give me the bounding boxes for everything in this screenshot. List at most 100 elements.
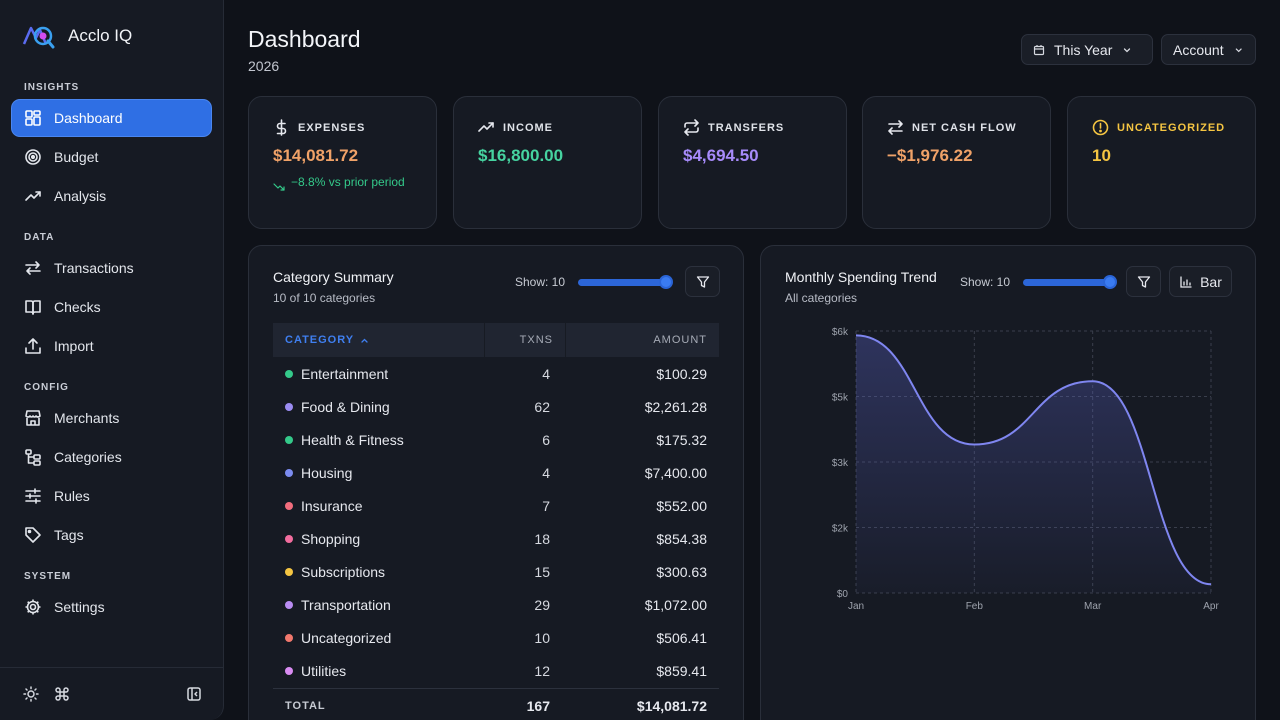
store-icon: [25, 410, 41, 426]
row-txns: 15: [534, 563, 550, 580]
command-icon[interactable]: [54, 686, 70, 702]
table-row[interactable]: Uncategorized 10 $506.41: [273, 621, 719, 654]
sidebar-item-merchants[interactable]: Merchants: [12, 400, 211, 436]
y-tick-label: $6k: [832, 327, 849, 338]
row-txns: 29: [534, 596, 550, 613]
sidebar: Acclo IQ INSIGHTS Dashboard Budget Analy…: [0, 0, 224, 720]
chart-type-button[interactable]: Bar: [1169, 266, 1232, 297]
row-category: Shopping: [273, 531, 485, 547]
row-txns: 7: [542, 497, 550, 514]
sidebar-item-label: Budget: [54, 149, 99, 165]
dollar-icon: [276, 119, 287, 136]
row-category: Food & Dining: [273, 399, 485, 415]
y-tick-label: $5k: [832, 393, 849, 404]
sun-icon[interactable]: [23, 686, 39, 702]
table-row[interactable]: Food & Dining 62 $2,261.28: [273, 390, 719, 423]
slider-thumb[interactable]: [659, 275, 673, 289]
table-row[interactable]: Shopping 18 $854.38: [273, 522, 719, 555]
sidebar-item-tags[interactable]: Tags: [12, 517, 211, 553]
sidebar-item-label: Import: [54, 338, 94, 354]
row-amount: $854.38: [656, 530, 707, 547]
row-txns: 4: [542, 464, 550, 481]
sidebar-item-checks[interactable]: Checks: [12, 289, 211, 325]
column-header-amount[interactable]: AMOUNT: [653, 334, 707, 346]
table-body: Entertainment 4 $100.29 Food & Dining 62 $2,2…: [273, 357, 719, 687]
x-tick-label: Jan: [848, 601, 864, 612]
sidebar-item-transactions[interactable]: Transactions: [12, 250, 211, 286]
sidebar-item-label: Checks: [54, 299, 101, 315]
table-row[interactable]: Housing 4 $7,400.00: [273, 456, 719, 489]
upload-icon: [25, 338, 41, 354]
table-row[interactable]: Utilities 12 $859.41: [273, 654, 719, 687]
grid-icon: [25, 110, 41, 126]
stat-value: $4,694.50: [683, 146, 759, 165]
sidebar-item-categories[interactable]: Categories: [12, 439, 211, 475]
table-row[interactable]: Entertainment 4 $100.29: [273, 357, 719, 390]
row-amount: $7,400.00: [644, 464, 707, 481]
filter-icon: [696, 275, 709, 288]
chevron-down-icon: [1235, 47, 1242, 52]
panel-title: Monthly Spending Trend: [785, 269, 937, 285]
sidebar-item-import[interactable]: Import: [12, 328, 211, 364]
category-color-dot: [285, 600, 293, 609]
category-table: CATEGORY TXNS AMOUNT Entertainment 4 $100.…: [273, 323, 719, 720]
row-category: Insurance: [273, 498, 485, 514]
table-row[interactable]: Insurance 7 $552.00: [273, 489, 719, 522]
category-color-dot: [285, 369, 293, 378]
brand[interactable]: Acclo IQ: [22, 22, 132, 50]
nav-section-data: DATA: [24, 232, 55, 243]
period-select[interactable]: This Year: [1021, 34, 1153, 65]
panel-title: Category Summary: [273, 269, 394, 285]
table-row[interactable]: Health & Fitness 6 $175.32: [273, 423, 719, 456]
category-color-dot: [285, 633, 293, 642]
spending-trend-chart: $0 $2k $3k $5k $6k Jan Feb Mar Apr: [832, 327, 1220, 612]
stat-card-net-cash-flow: NET CASH FLOW −$1,976.22: [862, 96, 1051, 229]
row-amount: $300.63: [656, 563, 707, 580]
total-label: TOTAL: [285, 699, 326, 712]
table-row[interactable]: Subscriptions 15 $300.63: [273, 555, 719, 588]
logo-icon: [22, 26, 55, 49]
slider-thumb[interactable]: [1103, 275, 1117, 289]
show-count-slider[interactable]: [578, 275, 673, 289]
panel-subtitle: All categories: [785, 291, 858, 305]
column-header-txns[interactable]: TXNS: [485, 323, 566, 357]
x-tick-label: Apr: [1203, 601, 1219, 612]
row-amount: $2,261.28: [644, 398, 707, 415]
x-tick-label: Feb: [966, 601, 984, 612]
period-select-label: This Year: [1054, 41, 1113, 58]
sidebar-item-label: Merchants: [54, 410, 120, 426]
filter-button[interactable]: [1126, 266, 1161, 297]
category-name: Transportation: [301, 596, 391, 613]
trend-up-icon: [478, 122, 494, 132]
nav-section-config: CONFIG: [24, 382, 69, 393]
sidebar-footer: [0, 667, 223, 720]
sidebar-item-rules[interactable]: Rules: [12, 478, 211, 514]
sidebar-item-label: Rules: [54, 488, 90, 504]
y-tick-label: $2k: [832, 524, 849, 535]
stat-label: TRANSFERS: [708, 121, 785, 134]
table-row[interactable]: Transportation 29 $1,072.00: [273, 588, 719, 621]
trend-down-icon: [273, 183, 285, 191]
row-category: Entertainment: [273, 366, 485, 382]
show-count-slider[interactable]: [1023, 275, 1117, 289]
collapse-sidebar-icon[interactable]: [186, 686, 202, 702]
sidebar-item-budget[interactable]: Budget: [12, 139, 211, 175]
series-area: [856, 335, 1211, 593]
column-header-category[interactable]: CATEGORY: [273, 323, 485, 357]
sidebar-item-settings[interactable]: Settings: [12, 589, 211, 625]
target-icon: [25, 149, 41, 165]
brand-name: Acclo IQ: [68, 26, 133, 45]
filter-button[interactable]: [685, 266, 720, 297]
arrows-left-right-icon: [25, 261, 41, 275]
sidebar-item-dashboard[interactable]: Dashboard: [12, 100, 211, 136]
row-category: Subscriptions: [273, 564, 485, 580]
show-count-label: Show: 10: [515, 275, 566, 289]
sidebar-item-label: Analysis: [54, 188, 107, 204]
arrows-left-right-icon: [888, 120, 903, 135]
sidebar-item-analysis[interactable]: Analysis: [12, 178, 211, 214]
account-select[interactable]: Account: [1161, 34, 1256, 65]
category-color-dot: [285, 501, 293, 510]
row-category: Transportation: [273, 597, 485, 613]
category-color-dot: [285, 534, 293, 543]
category-name: Insurance: [301, 497, 363, 514]
